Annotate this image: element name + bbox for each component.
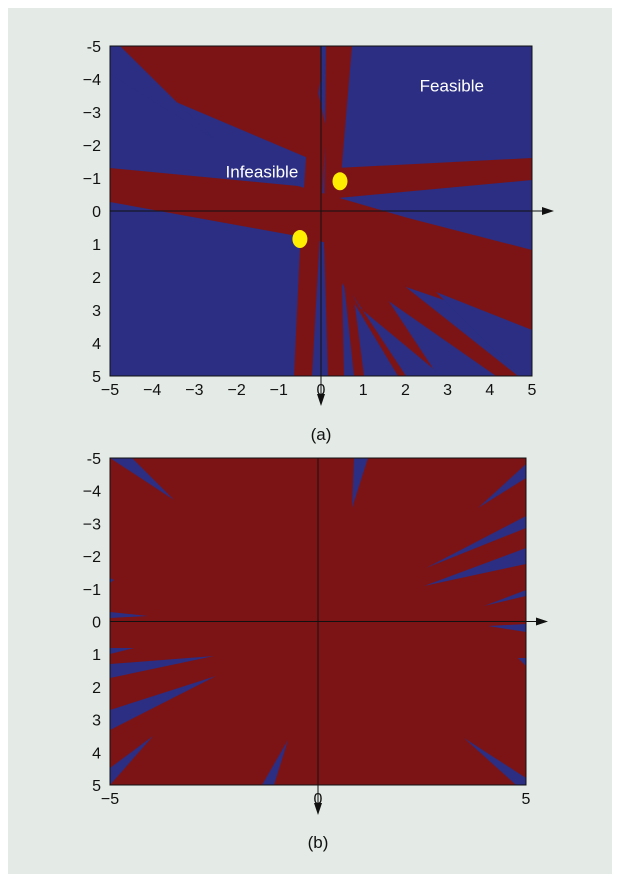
plot-a-y-axis-arrow [317,394,325,406]
y-tick-label: −4 [83,72,101,89]
feasible-wedge [484,590,526,606]
feasible-wedge [464,738,526,785]
feasible-wedge [110,458,174,500]
feasible-label: Feasible [420,77,484,96]
feasible-wedge [262,740,288,785]
feasible-wedge [518,658,526,666]
y-tick-label: −1 [83,171,101,188]
x-tick-label: 4 [485,382,494,399]
x-tick-label: −5 [101,382,119,399]
y-tick-label: -5 [87,451,101,468]
x-tick-label: −4 [143,382,161,399]
x-tick-label: 0 [314,791,323,808]
plot-b-x-axis-arrow [536,617,548,626]
solution-marker [332,172,348,191]
x-tick-label: −3 [185,382,203,399]
x-tick-label: 3 [443,382,452,399]
solution-marker [292,230,308,249]
feasible-wedge [110,648,134,654]
x-tick-label: −1 [270,382,288,399]
infeasible-label: Infeasible [226,162,299,181]
figure-canvas: −5 −4 −3 −2 −1 0 1 2 3 4 5 -5 −4 −3 −2 −1 0 1 2 3 4 5 Infeas… [83,39,554,852]
x-tick-label: 1 [359,382,368,399]
infeasible-band [324,208,532,330]
feasible-wedge [110,46,213,138]
infeasible-band [344,283,364,376]
feasible-wedge [110,612,148,618]
x-tick-label: 5 [522,791,531,808]
y-tick-label: −4 [83,484,101,501]
plot-a: −5 −4 −3 −2 −1 0 1 2 3 4 5 -5 −4 −3 −2 −1 0 1 2 3 4 5 Infeas… [83,39,554,444]
x-tick-label: −5 [101,791,119,808]
y-tick-label: 4 [92,336,101,353]
infeasible-band [336,158,532,198]
y-tick-label: 5 [92,778,101,795]
x-tick-label: −2 [227,382,245,399]
plot-a-caption: (a) [311,425,332,444]
feasible-wedge [110,656,214,678]
figure-panel: −5 −4 −3 −2 −1 0 1 2 3 4 5 -5 −4 −3 −2 −1 0 1 2 3 4 5 Infeas… [8,8,612,874]
plot-a-x-axis-arrow [542,207,554,215]
y-tick-label: 0 [92,615,101,632]
feasible-wedge [352,294,442,376]
feasible-wedge [352,458,368,508]
y-tick-label: −3 [83,105,101,122]
feasible-wedge [426,516,526,568]
x-tick-label: 5 [528,382,537,399]
y-tick-label: 0 [92,204,101,221]
y-tick-label: 2 [92,680,101,697]
y-tick-label: 5 [92,369,101,386]
y-tick-label: -5 [87,39,101,56]
plot-b: −5 0 5 -5 −4 −3 −2 −1 0 1 2 3 4 5 (b) [83,451,548,852]
x-tick-label: 2 [401,382,410,399]
plot-b-x-tick-labels: −5 0 5 [101,791,531,808]
infeasible-band [110,46,326,158]
y-tick-label: −3 [83,516,101,533]
feasible-wedge [478,464,526,508]
y-tick-label: −1 [83,582,101,599]
plot-b-caption: (b) [308,833,329,852]
y-tick-label: 4 [92,745,101,762]
feasible-wedge [110,736,153,785]
y-tick-label: 3 [92,713,101,730]
infeasible-band [344,238,518,376]
plot-b-y-axis-arrow [314,803,322,815]
plot-b-y-tick-labels: -5 −4 −3 −2 −1 0 1 2 3 4 5 [83,451,101,795]
y-tick-label: 1 [92,237,101,254]
feasible-wedge [110,578,114,583]
x-tick-label: 0 [317,382,326,399]
feasible-wedge [110,676,216,730]
y-tick-label: 2 [92,270,101,287]
feasible-wedge [488,624,526,632]
y-tick-label: −2 [83,549,101,566]
y-tick-label: −2 [83,138,101,155]
plot-a-y-tick-labels: -5 −4 −3 −2 −1 0 1 2 3 4 5 [83,39,101,386]
y-tick-label: 3 [92,303,101,320]
plot-b-feasible-wedges [110,458,526,785]
feasible-wedge [436,292,532,376]
plot-a-markers [292,172,348,249]
y-tick-label: 1 [92,647,101,664]
feasible-wedge [424,548,526,586]
plot-a-x-tick-labels: −5 −4 −3 −2 −1 0 1 2 3 4 5 [101,382,537,399]
